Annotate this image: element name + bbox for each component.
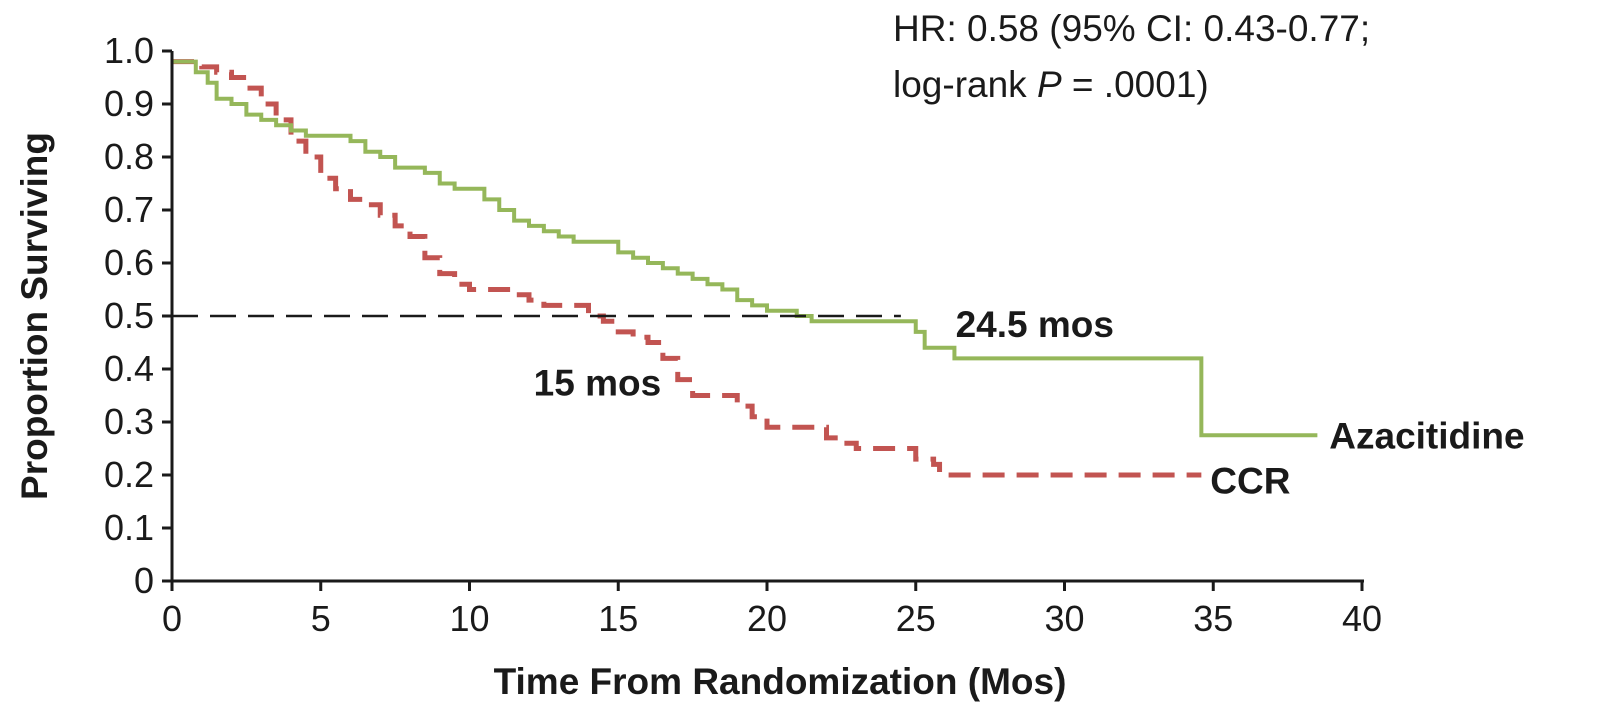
y-tick-label: 0.7 xyxy=(104,189,154,230)
x-tick-label: 40 xyxy=(1342,598,1382,639)
y-tick-label: 0.5 xyxy=(104,295,154,336)
plot-series xyxy=(172,59,1318,478)
x-tick-label: 10 xyxy=(449,598,489,639)
x-tick-label: 35 xyxy=(1193,598,1233,639)
x-tick-label: 0 xyxy=(162,598,182,639)
y-tick-label: 0.3 xyxy=(104,401,154,442)
ccr-median-label: 15 mos xyxy=(534,363,662,404)
log-rank-prefix: log-rank xyxy=(893,64,1037,105)
y-tick-label: 0.4 xyxy=(104,348,154,389)
log-rank-text: log-rank P = .0001) xyxy=(893,64,1209,105)
hazard-ratio-text: HR: 0.58 (95% CI: 0.43-0.77; xyxy=(893,8,1370,49)
y-tick-label: 0.1 xyxy=(104,507,154,548)
y-tick-label: 0.9 xyxy=(104,83,154,124)
x-tick-label: 15 xyxy=(598,598,638,639)
azacitidine-median-label: 24.5 mos xyxy=(956,304,1114,345)
x-axis-ticks: 0 5 10 15 20 25 30 35 40 xyxy=(162,581,1382,639)
x-tick-label: 5 xyxy=(311,598,331,639)
y-tick-label: 0.8 xyxy=(104,136,154,177)
log-rank-p: P xyxy=(1037,64,1062,105)
ccr-series-label: CCR xyxy=(1210,460,1290,501)
log-rank-suffix: = .0001) xyxy=(1062,64,1209,105)
y-tick-label: 0 xyxy=(134,560,154,601)
y-tick-label: 0.6 xyxy=(104,242,154,283)
y-axis-ticks: 0 0.1 0.2 0.3 0.4 0.5 0.6 0.7 0.8 0.9 1.0 xyxy=(104,30,172,601)
y-axis-title: Proportion Surviving xyxy=(14,132,55,500)
x-axis-title: Time From Randomization (Mos) xyxy=(494,661,1067,702)
y-tick-label: 1.0 xyxy=(104,30,154,71)
azacitidine-series-label: Azacitidine xyxy=(1329,415,1524,456)
azacitidine-survival-curve xyxy=(172,59,1318,438)
x-tick-label: 30 xyxy=(1044,598,1084,639)
y-tick-label: 0.2 xyxy=(104,454,154,495)
x-tick-label: 25 xyxy=(896,598,936,639)
x-tick-label: 20 xyxy=(747,598,787,639)
ccr-survival-curve xyxy=(172,59,1202,478)
